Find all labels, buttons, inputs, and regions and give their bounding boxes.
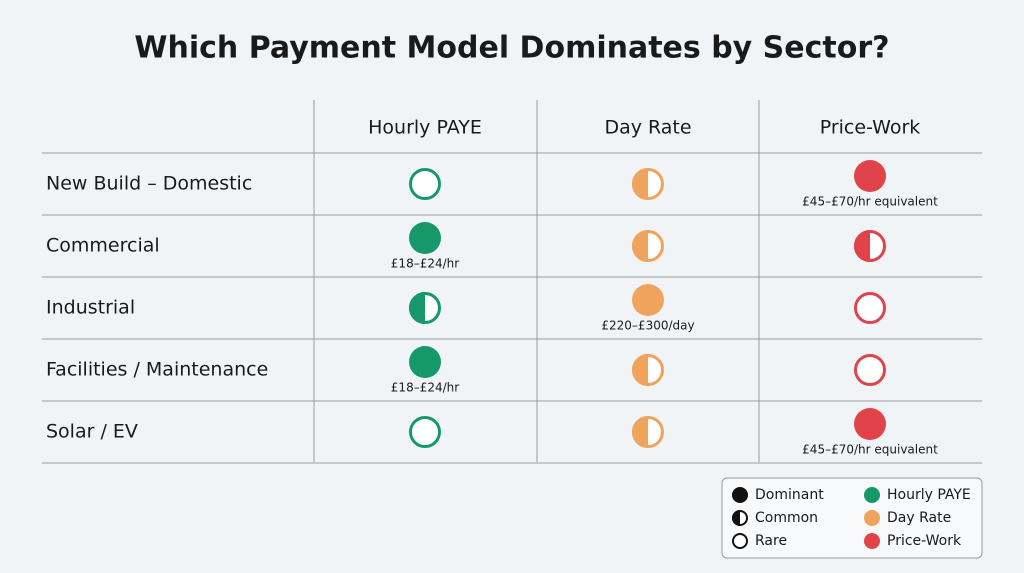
legend-model-label: Hourly PAYE xyxy=(887,487,971,503)
cell-note: £18–£24/hr xyxy=(391,381,459,395)
cell-note: £45–£70/hr equivalent xyxy=(802,195,938,209)
legend-level-label: Dominant xyxy=(755,487,824,503)
common-icon-half xyxy=(409,292,425,324)
common-icon-half xyxy=(632,354,648,386)
legend-model-dot xyxy=(864,533,880,549)
dominant-icon xyxy=(732,487,748,503)
rare-icon xyxy=(409,416,441,448)
legend-level-label: Common xyxy=(755,510,818,526)
legend-model-dot xyxy=(864,487,880,503)
common-icon-half xyxy=(632,168,648,200)
sector-label: Industrial xyxy=(46,297,135,319)
cell-note: £18–£24/hr xyxy=(391,257,459,271)
dominant-icon xyxy=(632,284,664,316)
legend-level-label: Rare xyxy=(755,533,787,549)
sector-label: Commercial xyxy=(46,235,160,257)
column-header: Price-Work xyxy=(820,117,921,139)
rare-icon xyxy=(854,354,886,386)
title: Which Payment Model Dominates by Sector? xyxy=(134,31,889,66)
cell-note: £45–£70/hr equivalent xyxy=(802,443,938,457)
rare-icon xyxy=(854,292,886,324)
column-header: Hourly PAYE xyxy=(368,117,482,139)
legend-model-label: Price-Work xyxy=(887,533,962,549)
legend-box xyxy=(721,477,983,559)
legend-model-dot xyxy=(864,510,880,526)
column-header: Day Rate xyxy=(604,117,691,139)
rare-icon xyxy=(732,533,748,549)
dominant-icon xyxy=(854,408,886,440)
common-icon-half xyxy=(854,230,870,262)
rare-icon xyxy=(409,168,441,200)
common-icon-half xyxy=(632,416,648,448)
common-icon-half xyxy=(732,510,740,526)
dominant-icon xyxy=(409,346,441,378)
sector-label: Solar / EV xyxy=(46,421,138,443)
dominant-icon xyxy=(409,222,441,254)
legend-model-label: Day Rate xyxy=(887,510,951,526)
dominant-icon xyxy=(854,160,886,192)
cell-note: £220–£300/day xyxy=(601,319,694,333)
sector-label: Facilities / Maintenance xyxy=(46,359,268,381)
common-icon-half xyxy=(632,230,648,262)
sector-label: New Build – Domestic xyxy=(46,173,252,195)
